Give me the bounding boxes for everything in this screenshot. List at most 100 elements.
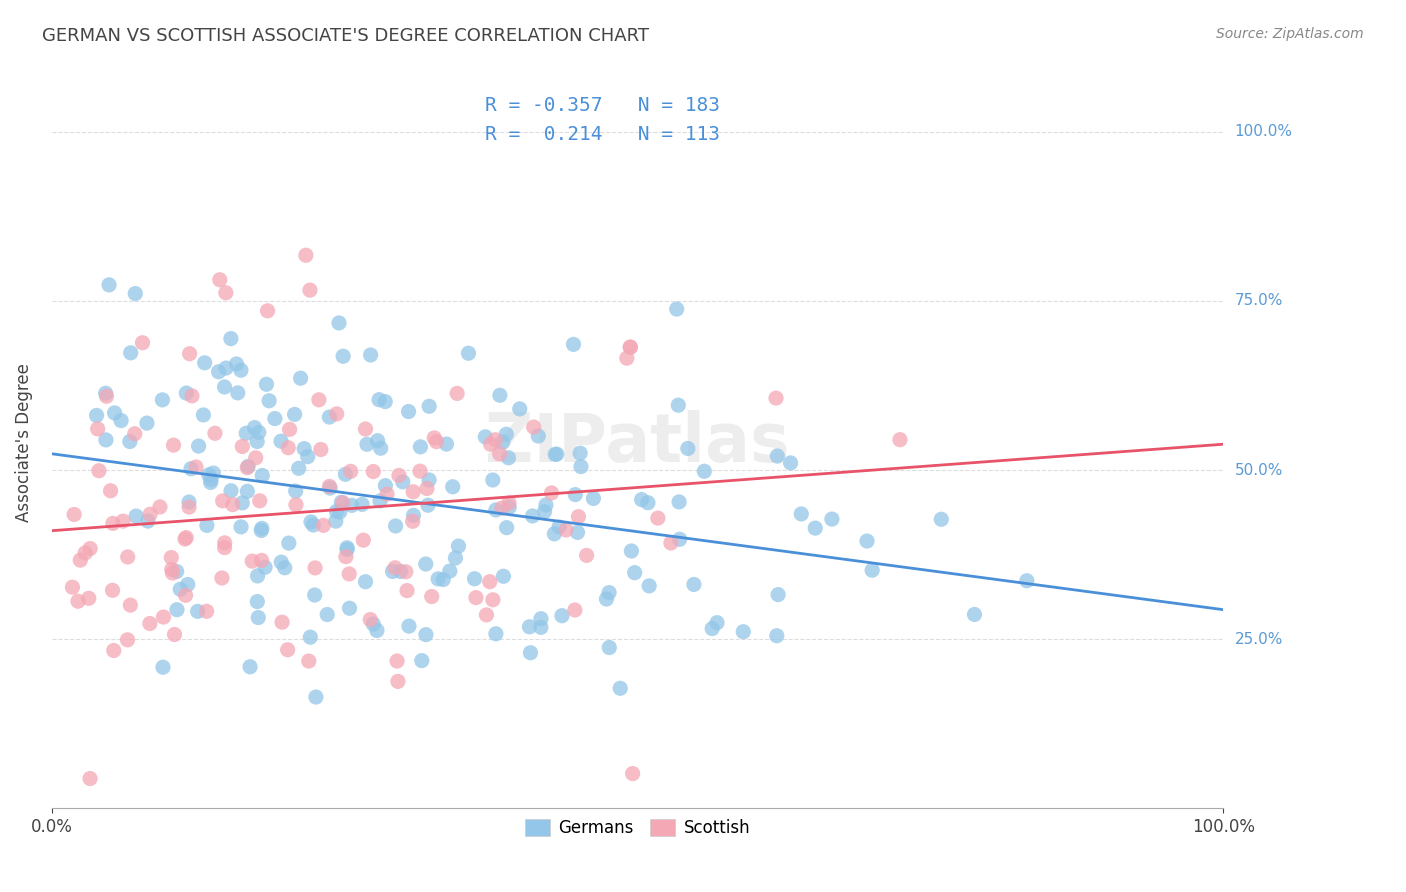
Point [534,498,557,512]
Point [374,478,396,492]
Point [856,534,879,549]
Point [733,624,755,639]
Point [329,505,352,519]
Point [479,437,502,451]
Point [325,504,347,518]
Point [236,459,259,474]
Point [332,496,354,510]
Point [292,442,315,456]
Point [354,422,377,436]
Point [245,450,267,465]
Point [177,577,200,591]
Point [298,283,321,297]
Point [543,526,565,541]
Point [396,583,419,598]
Point [247,425,270,440]
Point [305,690,328,704]
Point [139,616,162,631]
Point [295,248,318,262]
Point [79,772,101,786]
Point [215,361,238,376]
Point [277,441,299,455]
Point [187,439,209,453]
Point [387,674,409,689]
Point [367,434,389,448]
Point [208,273,231,287]
Point [257,393,280,408]
Point [498,500,520,515]
Point [779,456,801,470]
Point [384,561,406,575]
Point [765,629,787,643]
Point [200,473,222,487]
Point [204,426,226,441]
Point [197,467,219,482]
Point [706,615,728,630]
Point [202,466,225,480]
Point [176,386,198,401]
Point [120,598,142,612]
Text: 50.0%: 50.0% [1234,463,1282,477]
Point [339,601,361,615]
Point [231,496,253,510]
Point [162,438,184,452]
Point [166,603,188,617]
Point [436,437,458,451]
Point [356,437,378,451]
Point [214,541,236,555]
Point [821,512,844,526]
Point [215,285,238,300]
Point [312,518,335,533]
Point [274,561,297,575]
Point [533,505,555,519]
Point [174,531,197,545]
Point [229,520,252,534]
Point [375,487,398,501]
Point [402,484,425,499]
Point [492,435,515,450]
Point [325,407,347,421]
Point [319,481,342,495]
Point [427,572,450,586]
Point [181,389,204,403]
Point [179,347,201,361]
Point [609,681,631,696]
Point [240,554,263,568]
Point [474,430,496,444]
Point [98,277,121,292]
Point [441,480,464,494]
Point [381,565,404,579]
Point [361,465,384,479]
Point [409,440,432,454]
Point [567,509,589,524]
Point [766,449,789,463]
Point [530,620,553,634]
Point [439,564,461,578]
Point [519,646,541,660]
Point [1015,574,1038,588]
Point [498,496,520,510]
Point [250,524,273,538]
Point [766,588,789,602]
Point [177,500,200,514]
Point [368,392,391,407]
Point [304,561,326,575]
Point [298,654,321,668]
Point [548,520,571,534]
Point [160,550,183,565]
Point [423,431,446,445]
Point [124,426,146,441]
Point [246,569,269,583]
Point [465,591,488,605]
Point [328,316,350,330]
Point [638,579,661,593]
Point [152,660,174,674]
Point [120,346,142,360]
Point [184,460,207,475]
Point [491,501,513,516]
Point [284,408,307,422]
Point [247,610,270,624]
Point [200,475,222,490]
Point [963,607,986,622]
Point [598,640,620,655]
